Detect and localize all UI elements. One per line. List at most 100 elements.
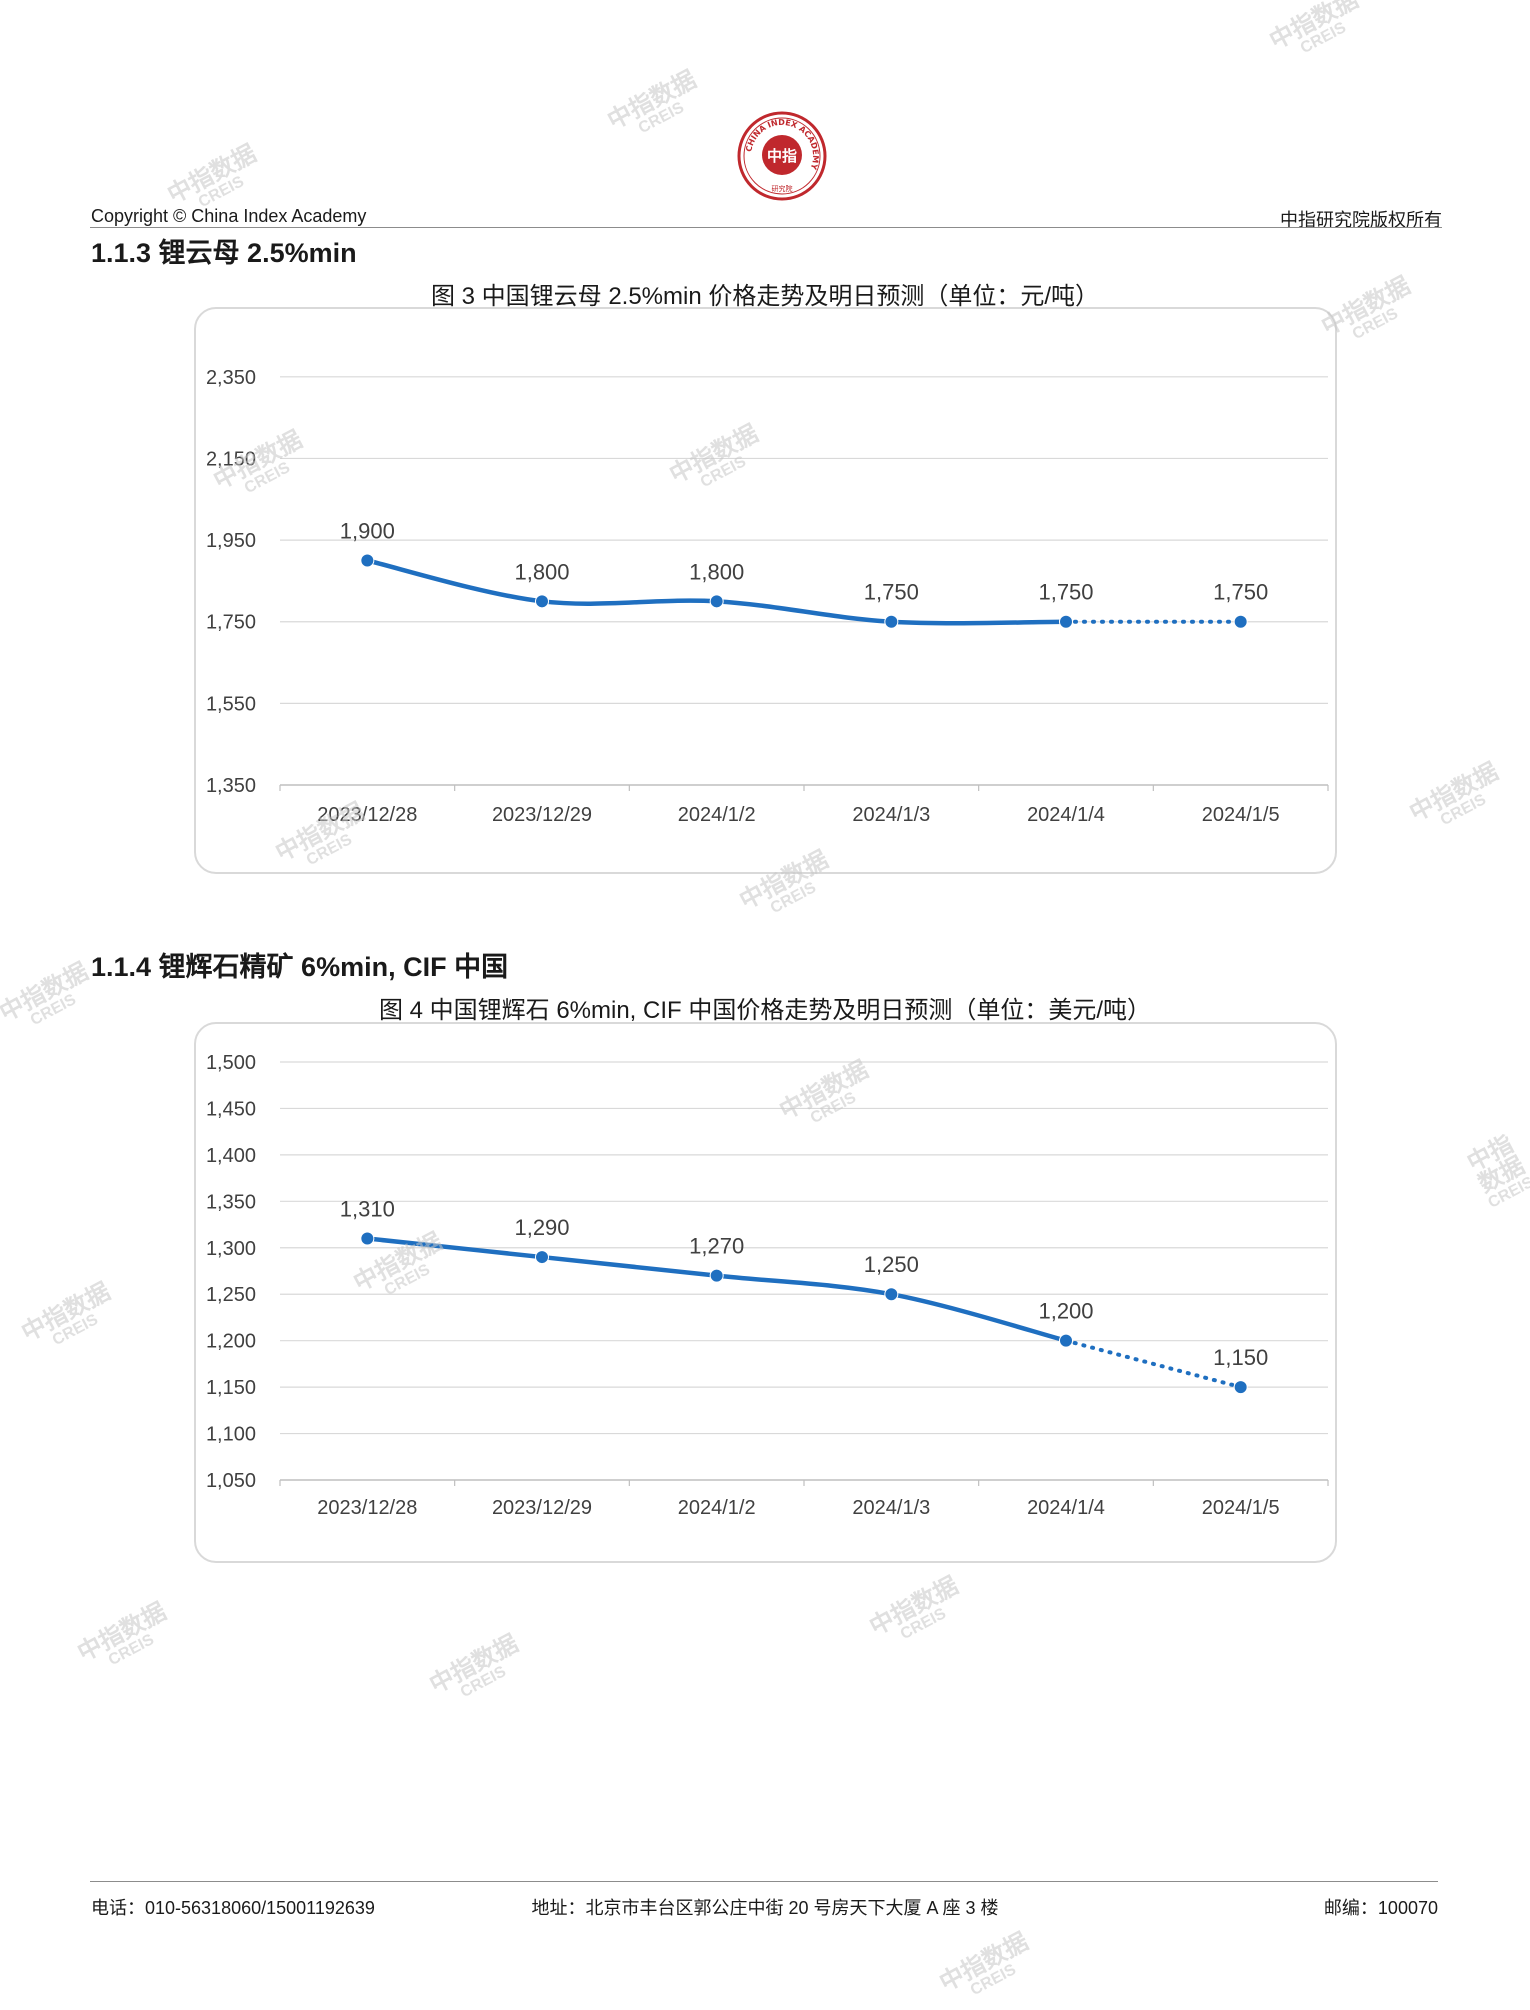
data-label: 1,750 bbox=[1038, 580, 1093, 605]
y-tick-label: 2,350 bbox=[206, 367, 256, 389]
section-heading-spodumene: 1.1.4 锂辉石精矿 6%min, CIF 中国 bbox=[91, 952, 509, 982]
data-label: 1,270 bbox=[689, 1234, 744, 1259]
svg-text:中指: 中指 bbox=[767, 147, 797, 165]
y-tick-label: 1,750 bbox=[206, 612, 256, 634]
section-heading-lepidolite: 1.1.3 锂云母 2.5%min bbox=[91, 238, 357, 268]
watermark-subtext: CREIS bbox=[897, 1605, 949, 1644]
footer-postcode: 邮编：100070 bbox=[1323, 1898, 1438, 1918]
chart-lepidolite-svg: 1,350 1,550 1,750 1,950 2,150 2,350 2023/12/28… bbox=[206, 367, 1329, 826]
watermark: 中指数据 CREIS bbox=[1458, 1130, 1530, 1215]
watermark-text: 中指数据 bbox=[425, 1630, 523, 1699]
y-tick-label: 1,200 bbox=[206, 1331, 256, 1353]
y-tick-label: 1,350 bbox=[206, 1191, 256, 1213]
x-category-label: 2023/12/29 bbox=[492, 1497, 592, 1519]
watermark-text: 中指数据 bbox=[935, 1928, 1033, 1997]
copyright-text: Copyright © China Index Academy bbox=[91, 206, 367, 226]
y-tick-label: 1,300 bbox=[206, 1238, 256, 1260]
x-category-label: 2024/1/2 bbox=[678, 1497, 756, 1519]
watermark-subtext: CREIS bbox=[1297, 19, 1349, 58]
x-category-label: 2024/1/2 bbox=[678, 804, 756, 826]
y-tick-label: 1,350 bbox=[206, 775, 256, 797]
x-category-label: 2023/12/29 bbox=[492, 804, 592, 826]
watermark-subtext: CREIS bbox=[105, 1631, 157, 1670]
y-tick-label: 1,450 bbox=[206, 1098, 256, 1120]
data-label: 1,800 bbox=[514, 559, 569, 584]
watermark: 中指数据 CREIS bbox=[935, 1928, 1040, 2010]
watermark: 中指数据 CREIS bbox=[1265, 0, 1370, 68]
watermark: 中指数据 CREIS bbox=[73, 1598, 178, 1680]
data-point bbox=[884, 1287, 899, 1302]
data-point bbox=[1059, 614, 1073, 629]
watermark-text: 中指数据 bbox=[603, 66, 701, 135]
data-point bbox=[709, 1268, 724, 1283]
china-index-academy-logo: CHINA INDEX ACADEMY 中指 研究院 bbox=[737, 111, 827, 201]
data-label: 1,250 bbox=[864, 1252, 919, 1277]
footer-phone: 电话：010-56318060/15001192639 bbox=[91, 1898, 375, 1918]
y-tick-label: 1,950 bbox=[206, 530, 256, 552]
watermark-text: 中指数据 bbox=[73, 1598, 171, 1667]
data-point bbox=[884, 614, 899, 629]
watermark: 中指数据 CREIS bbox=[17, 1278, 122, 1360]
data-point bbox=[535, 1250, 549, 1265]
data-label: 1,150 bbox=[1213, 1345, 1268, 1370]
rights-text: 中指研究院版权所有 bbox=[1280, 210, 1442, 231]
data-point bbox=[360, 1231, 375, 1246]
data-label: 1,310 bbox=[340, 1196, 395, 1221]
data-point bbox=[360, 553, 375, 568]
chart-title-spodumene: 图 4 中国锂辉石 6%min, CIF 中国价格走势及明日预测（单位：美元/吨… bbox=[378, 997, 1152, 1024]
watermark: 中指数据 CREIS bbox=[865, 1572, 970, 1654]
footer-address: 地址：北京市丰台区郭公庄中街 20 号房天下大厦 A 座 3 楼 bbox=[531, 1898, 999, 1918]
y-tick-label: 1,250 bbox=[206, 1284, 256, 1306]
watermark-text: 中指数据 bbox=[1462, 1130, 1530, 1199]
watermark: 中指数据 CREIS bbox=[1405, 758, 1510, 840]
watermark-text: 中指数据 bbox=[1265, 0, 1363, 55]
watermark-subtext: CREIS bbox=[1485, 1173, 1530, 1212]
y-tick-label: 1,100 bbox=[206, 1424, 256, 1446]
chart-title-lepidolite: 图 3 中国锂云母 2.5%min 价格走势及明日预测（单位：元/吨） bbox=[430, 283, 1100, 310]
data-point bbox=[1233, 1380, 1248, 1395]
watermark-text: 中指数据 bbox=[163, 140, 261, 209]
chart-lepidolite-price: 1,350 1,550 1,750 1,950 2,150 2,350 2023/12/28… bbox=[194, 307, 1337, 874]
data-label: 1,750 bbox=[864, 580, 919, 605]
footer-divider bbox=[90, 1881, 1438, 1882]
x-category-label: 2024/1/5 bbox=[1202, 1497, 1280, 1519]
watermark-subtext: CREIS bbox=[49, 1311, 101, 1350]
watermark: 中指数据 CREIS bbox=[425, 1630, 530, 1712]
y-tick-label: 1,150 bbox=[206, 1377, 256, 1399]
data-point bbox=[709, 594, 724, 609]
watermark-subtext: CREIS bbox=[767, 879, 819, 918]
x-category-label: 2024/1/4 bbox=[1027, 1497, 1105, 1519]
y-tick-label: 1,550 bbox=[206, 693, 256, 715]
watermark-subtext: CREIS bbox=[457, 1663, 509, 1702]
watermark: 中指数据 CREIS bbox=[603, 66, 708, 148]
x-category-label: 2024/1/5 bbox=[1202, 804, 1280, 826]
x-category-label: 2024/1/4 bbox=[1027, 804, 1105, 826]
watermark-subtext: CREIS bbox=[1437, 791, 1489, 830]
header-divider bbox=[90, 227, 1442, 228]
x-category-label: 2024/1/3 bbox=[852, 804, 930, 826]
watermark-text: 中指数据 bbox=[1405, 758, 1503, 827]
x-category-label: 2023/12/28 bbox=[317, 1497, 417, 1519]
y-tick-label: 1,400 bbox=[206, 1145, 256, 1167]
x-category-label: 2024/1/3 bbox=[852, 1497, 930, 1519]
data-point bbox=[535, 594, 549, 609]
y-tick-label: 2,150 bbox=[206, 448, 256, 470]
y-tick-label: 1,500 bbox=[206, 1052, 256, 1074]
x-category-label: 2023/12/28 bbox=[317, 804, 417, 826]
forecast-line bbox=[1064, 1338, 1243, 1390]
watermark-text: 中指数据 bbox=[17, 1278, 115, 1347]
data-point bbox=[1059, 1333, 1073, 1348]
watermark-subtext: CREIS bbox=[967, 1961, 1019, 2000]
data-label: 1,900 bbox=[340, 519, 395, 544]
data-label: 1,800 bbox=[689, 559, 744, 584]
chart-spodumene-price: 1,050 1,100 1,150 1,200 1,250 1,300 1,350 1,400… bbox=[194, 1022, 1337, 1563]
data-point bbox=[1233, 614, 1248, 629]
svg-text:研究院: 研究院 bbox=[772, 184, 793, 193]
data-label: 1,200 bbox=[1038, 1299, 1093, 1324]
y-tick-label: 1,050 bbox=[206, 1470, 256, 1492]
chart-spodumene-svg: 1,050 1,100 1,150 1,200 1,250 1,300 1,350 1,400… bbox=[206, 1052, 1329, 1519]
watermark-subtext: CREIS bbox=[635, 99, 687, 138]
data-label: 1,750 bbox=[1213, 580, 1268, 605]
data-label: 1,290 bbox=[514, 1215, 569, 1240]
watermark-text: 中指数据 bbox=[865, 1572, 963, 1641]
